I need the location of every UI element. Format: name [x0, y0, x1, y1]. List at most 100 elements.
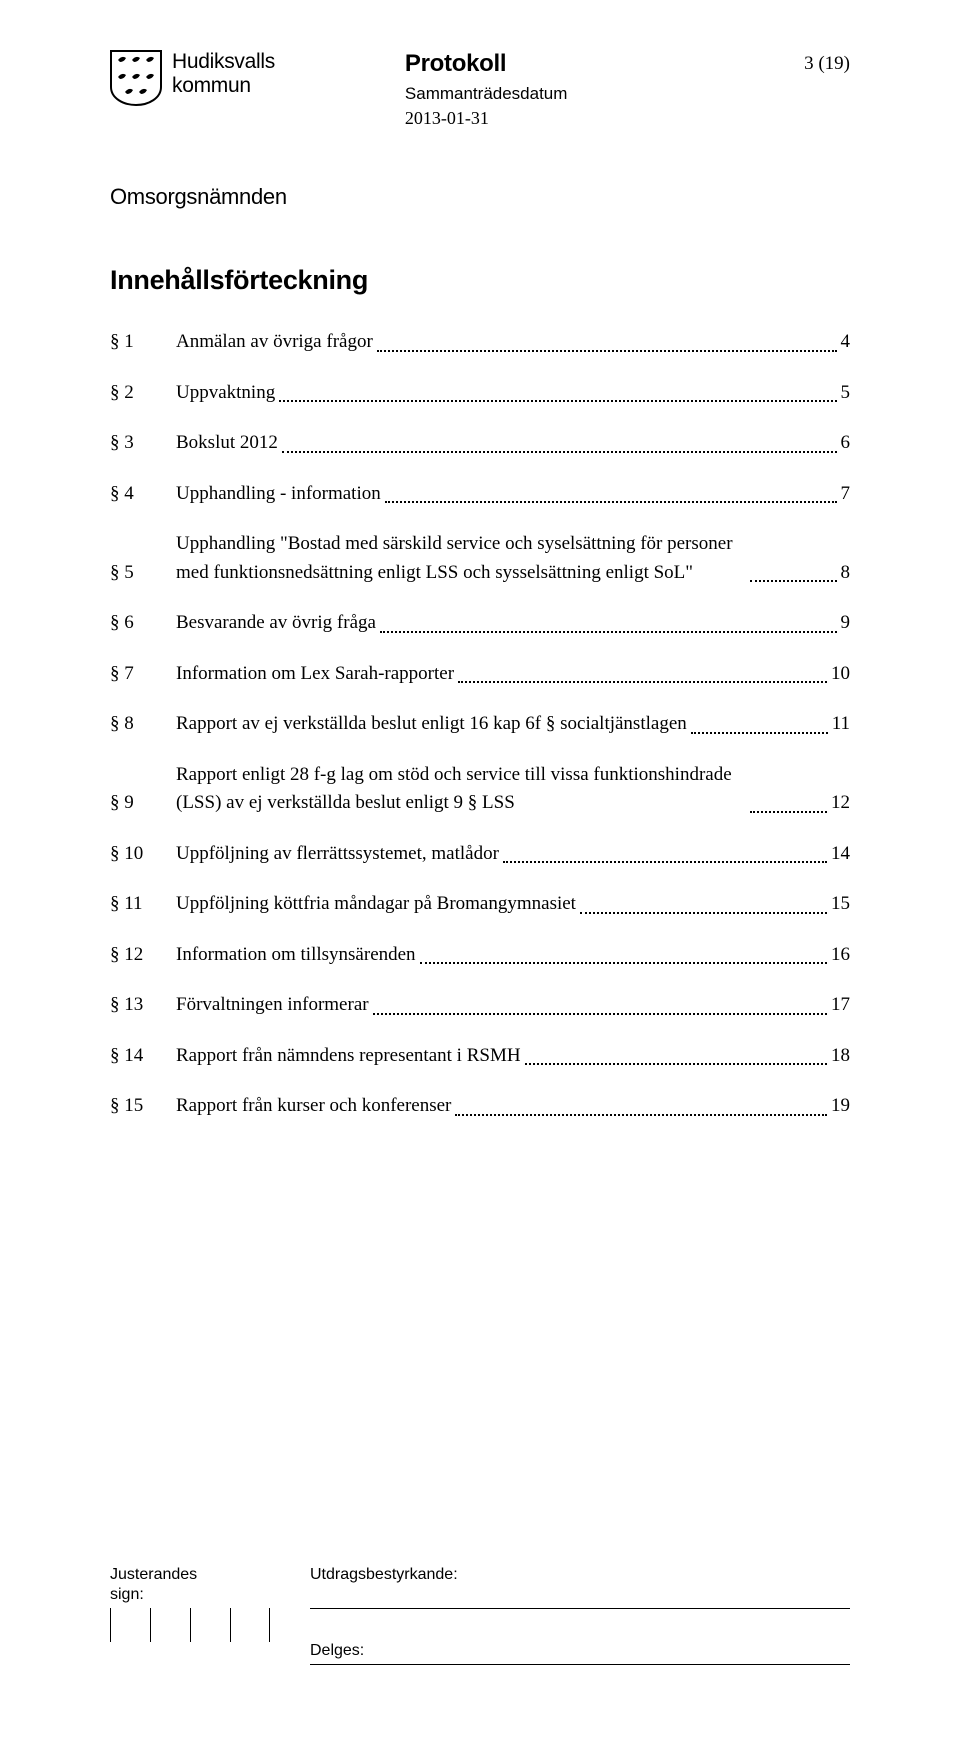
signature-box [190, 1608, 230, 1642]
toc-leader-dots [455, 1114, 827, 1116]
toc-entry-page: 19 [831, 1092, 850, 1121]
certification-line [310, 1608, 850, 1642]
toc-paragraph-symbol: § 8 [110, 710, 176, 739]
municipality-name: Hudiksvalls kommun [172, 50, 275, 98]
toc-entry-title: Uppföljning av flerrättssystemet, matlåd… [176, 840, 499, 869]
toc-entry-title: Förvaltningen informerar [176, 991, 369, 1020]
toc-entry-title: Besvarande av övrig fråga [176, 609, 376, 638]
toc-entry: § 12 Information om tillsynsärenden 16 [110, 941, 850, 970]
toc-entry: § 9 Rapport enligt 28 f-g lag om stöd oc… [110, 761, 850, 818]
signature-box [110, 1608, 150, 1642]
toc-paragraph-symbol: § 11 [110, 890, 176, 919]
meeting-date: 2013-01-31 [405, 108, 568, 129]
toc-entry-title: Upphandling - information [176, 480, 381, 509]
toc-paragraph-symbol: § 9 [110, 789, 176, 818]
document-type: Protokoll [405, 50, 568, 78]
signature-boxes [110, 1608, 310, 1642]
org-name-line1: Hudiksvalls [172, 50, 275, 74]
toc-entry: § 6 Besvarande av övrig fråga 9 [110, 609, 850, 638]
toc-entry-page: 18 [831, 1042, 850, 1071]
toc-leader-dots [458, 681, 827, 683]
toc-entry-page: 14 [831, 840, 850, 869]
toc-entry-page: 9 [841, 609, 851, 638]
toc-leader-dots [503, 861, 827, 863]
toc-entry: § 5 Upphandling "Bostad med särskild ser… [110, 530, 850, 587]
toc-paragraph-symbol: § 5 [110, 559, 176, 588]
toc-entry: § 15 Rapport från kurser och konferenser… [110, 1092, 850, 1121]
toc-leader-dots [385, 501, 837, 503]
toc-entry-title: Rapport från nämndens representant i RSM… [176, 1042, 521, 1071]
toc-entry-title: Upphandling "Bostad med särskild service… [176, 530, 746, 587]
toc-entry: § 10 Uppföljning av flerrättssystemet, m… [110, 840, 850, 869]
toc-entry-title: Rapport enligt 28 f-g lag om stöd och se… [176, 761, 746, 818]
toc-entry: § 11 Uppföljning köttfria måndagar på Br… [110, 890, 850, 919]
toc-entry: § 8 Rapport av ej verkställda beslut enl… [110, 710, 850, 739]
toc-entry: § 4 Upphandling - information 7 [110, 480, 850, 509]
toc-paragraph-symbol: § 4 [110, 480, 176, 509]
toc-leader-dots [580, 912, 827, 914]
toc-entry-page: 6 [841, 429, 851, 458]
toc-paragraph-symbol: § 1 [110, 328, 176, 357]
signer-label-line1: Justerandes [110, 1566, 310, 1584]
toc-entry: § 7 Information om Lex Sarah-rapporter 1… [110, 660, 850, 689]
toc-leader-dots [750, 811, 827, 813]
toc-entry-title: Anmälan av övriga frågor [176, 328, 373, 357]
document-footer: Justerandes sign: Utdragsbestyrkande: De… [110, 1566, 850, 1665]
committee-name: Omsorgsnämnden [110, 184, 850, 210]
municipality-logo-icon [110, 50, 162, 106]
org-name-line2: kommun [172, 74, 275, 98]
signer-label: Justerandes sign: [110, 1566, 310, 1604]
document-meta: Protokoll Sammanträdesdatum 2013-01-31 [405, 50, 568, 129]
footer-labels: Justerandes sign: Utdragsbestyrkande: [110, 1566, 850, 1604]
toc-entry-title: Rapport från kurser och konferenser [176, 1092, 451, 1121]
toc-entry-page: 5 [841, 379, 851, 408]
toc-paragraph-symbol: § 7 [110, 660, 176, 689]
toc-entry-page: 11 [832, 710, 850, 739]
distribution-line [310, 1664, 850, 1665]
toc-entry: § 3 Bokslut 2012 6 [110, 429, 850, 458]
toc-paragraph-symbol: § 10 [110, 840, 176, 869]
toc-entry-page: 16 [831, 941, 850, 970]
toc-entry: § 13 Förvaltningen informerar 17 [110, 991, 850, 1020]
toc-leader-dots [282, 451, 837, 453]
logo-area: Hudiksvalls kommun Protokoll Sammanträde… [110, 50, 567, 129]
toc-entry-page: 10 [831, 660, 850, 689]
toc-entry-title: Information om Lex Sarah-rapporter [176, 660, 454, 689]
meeting-date-label: Sammanträdesdatum [405, 84, 568, 104]
toc-entry-page: 8 [841, 559, 851, 588]
toc-entry-page: 12 [831, 789, 850, 818]
toc-entry-title: Rapport av ej verkställda beslut enligt … [176, 710, 687, 739]
table-of-contents: § 1 Anmälan av övriga frågor 4 § 2 Uppva… [110, 328, 850, 1121]
toc-entry: § 14 Rapport från nämndens representant … [110, 1042, 850, 1071]
toc-paragraph-symbol: § 12 [110, 941, 176, 970]
footer-signature-lines [110, 1608, 850, 1642]
toc-paragraph-symbol: § 6 [110, 609, 176, 638]
toc-paragraph-symbol: § 3 [110, 429, 176, 458]
toc-leader-dots [525, 1063, 827, 1065]
page-number: 3 (19) [804, 53, 850, 75]
toc-entry: § 1 Anmälan av övriga frågor 4 [110, 328, 850, 357]
toc-entry-title: Uppvaktning [176, 379, 275, 408]
toc-leader-dots [380, 631, 837, 633]
toc-paragraph-symbol: § 13 [110, 991, 176, 1020]
toc-entry-page: 7 [841, 480, 851, 509]
toc-leader-dots [750, 580, 837, 582]
toc-entry-page: 15 [831, 890, 850, 919]
toc-paragraph-symbol: § 2 [110, 379, 176, 408]
toc-leader-dots [377, 350, 837, 352]
toc-leader-dots [420, 962, 827, 964]
signer-label-line2: sign: [110, 1586, 310, 1604]
toc-paragraph-symbol: § 15 [110, 1092, 176, 1121]
document-header: Hudiksvalls kommun Protokoll Sammanträde… [110, 50, 850, 129]
toc-entry-page: 4 [841, 328, 851, 357]
toc-entry: § 2 Uppvaktning 5 [110, 379, 850, 408]
toc-leader-dots [279, 400, 836, 402]
distribution-row: Delges: [110, 1642, 850, 1665]
toc-leader-dots [373, 1013, 827, 1015]
toc-entry-title: Information om tillsynsärenden [176, 941, 416, 970]
signature-box [230, 1608, 270, 1642]
certification-label: Utdragsbestyrkande: [310, 1566, 850, 1604]
toc-entry-title: Bokslut 2012 [176, 429, 278, 458]
toc-leader-dots [691, 732, 828, 734]
toc-entry-page: 17 [831, 991, 850, 1020]
